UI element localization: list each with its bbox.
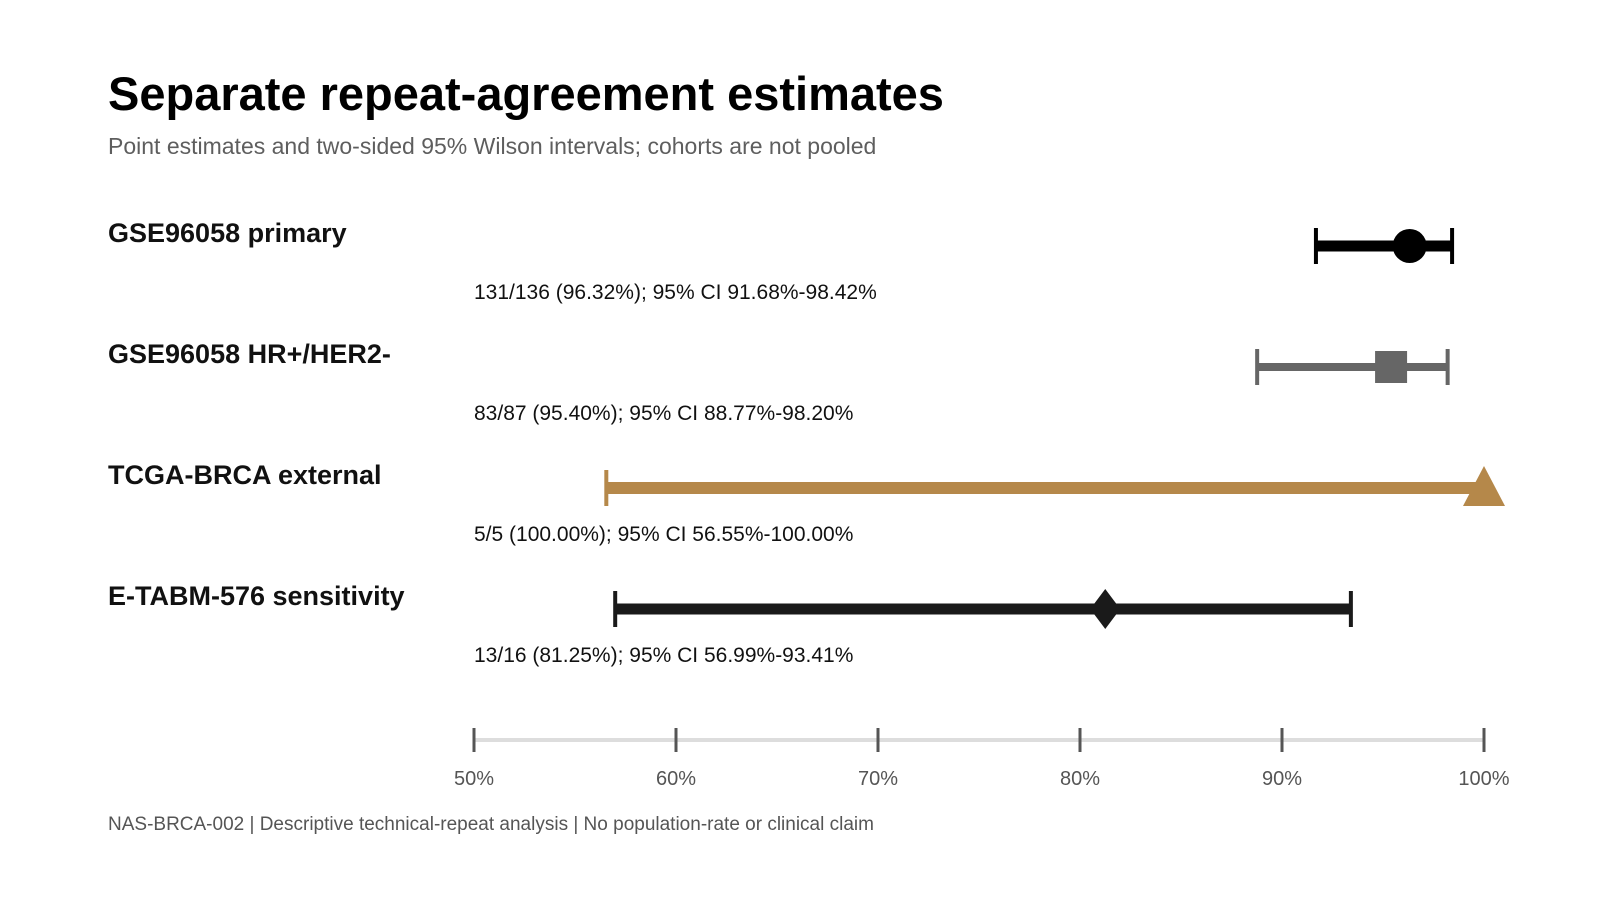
rows-layer: GSE96058 primary 131/136 (96.32%); 95% CI… [108,218,1505,667]
x-axis: 50% 60% 70% 80% 90% 100% [454,728,1510,790]
chart-title: Separate repeat-agreement estimates [108,67,944,120]
tick-label: 90% [1262,768,1302,790]
estimate-point [1392,229,1427,263]
estimate-point [1090,589,1121,629]
cohort-label: GSE96058 HR+/HER2- [108,339,391,369]
forest-row: E-TABM-576 sensitivity 13/16 (81.25%); 95… [108,581,1353,667]
cohort-label: TCGA-BRCA external [108,460,382,490]
estimate-label: 83/87 (95.40%); 95% CI 88.77%-98.20% [474,402,853,425]
cohort-label: GSE96058 primary [108,218,347,248]
estimate-point [1375,351,1408,383]
forest-row: GSE96058 primary 131/136 (96.32%); 95% CI… [108,218,1455,304]
tick-label: 70% [858,768,898,790]
tick-label: 50% [454,768,494,790]
forest-row: GSE96058 HR+/HER2- 83/87 (95.40%); 95% CI… [108,339,1450,425]
estimate-label: 5/5 (100.00%); 95% CI 56.55%-100.00% [474,523,853,546]
chart-footer: NAS-BRCA-002 | Descriptive technical-rep… [108,814,874,835]
tick-label: 60% [656,768,696,790]
estimate-point [1463,466,1505,506]
tick-label: 100% [1458,768,1509,790]
estimate-label: 13/16 (81.25%); 95% CI 56.99%-93.41% [474,644,853,667]
forest-row: TCGA-BRCA external 5/5 (100.00%); 95% CI … [108,460,1505,546]
cohort-label: E-TABM-576 sensitivity [108,581,405,611]
chart-subtitle: Point estimates and two-sided 95% Wilson… [108,133,877,159]
tick-label: 80% [1060,768,1100,790]
estimate-label: 131/136 (96.32%); 95% CI 91.68%-98.42% [474,281,877,304]
